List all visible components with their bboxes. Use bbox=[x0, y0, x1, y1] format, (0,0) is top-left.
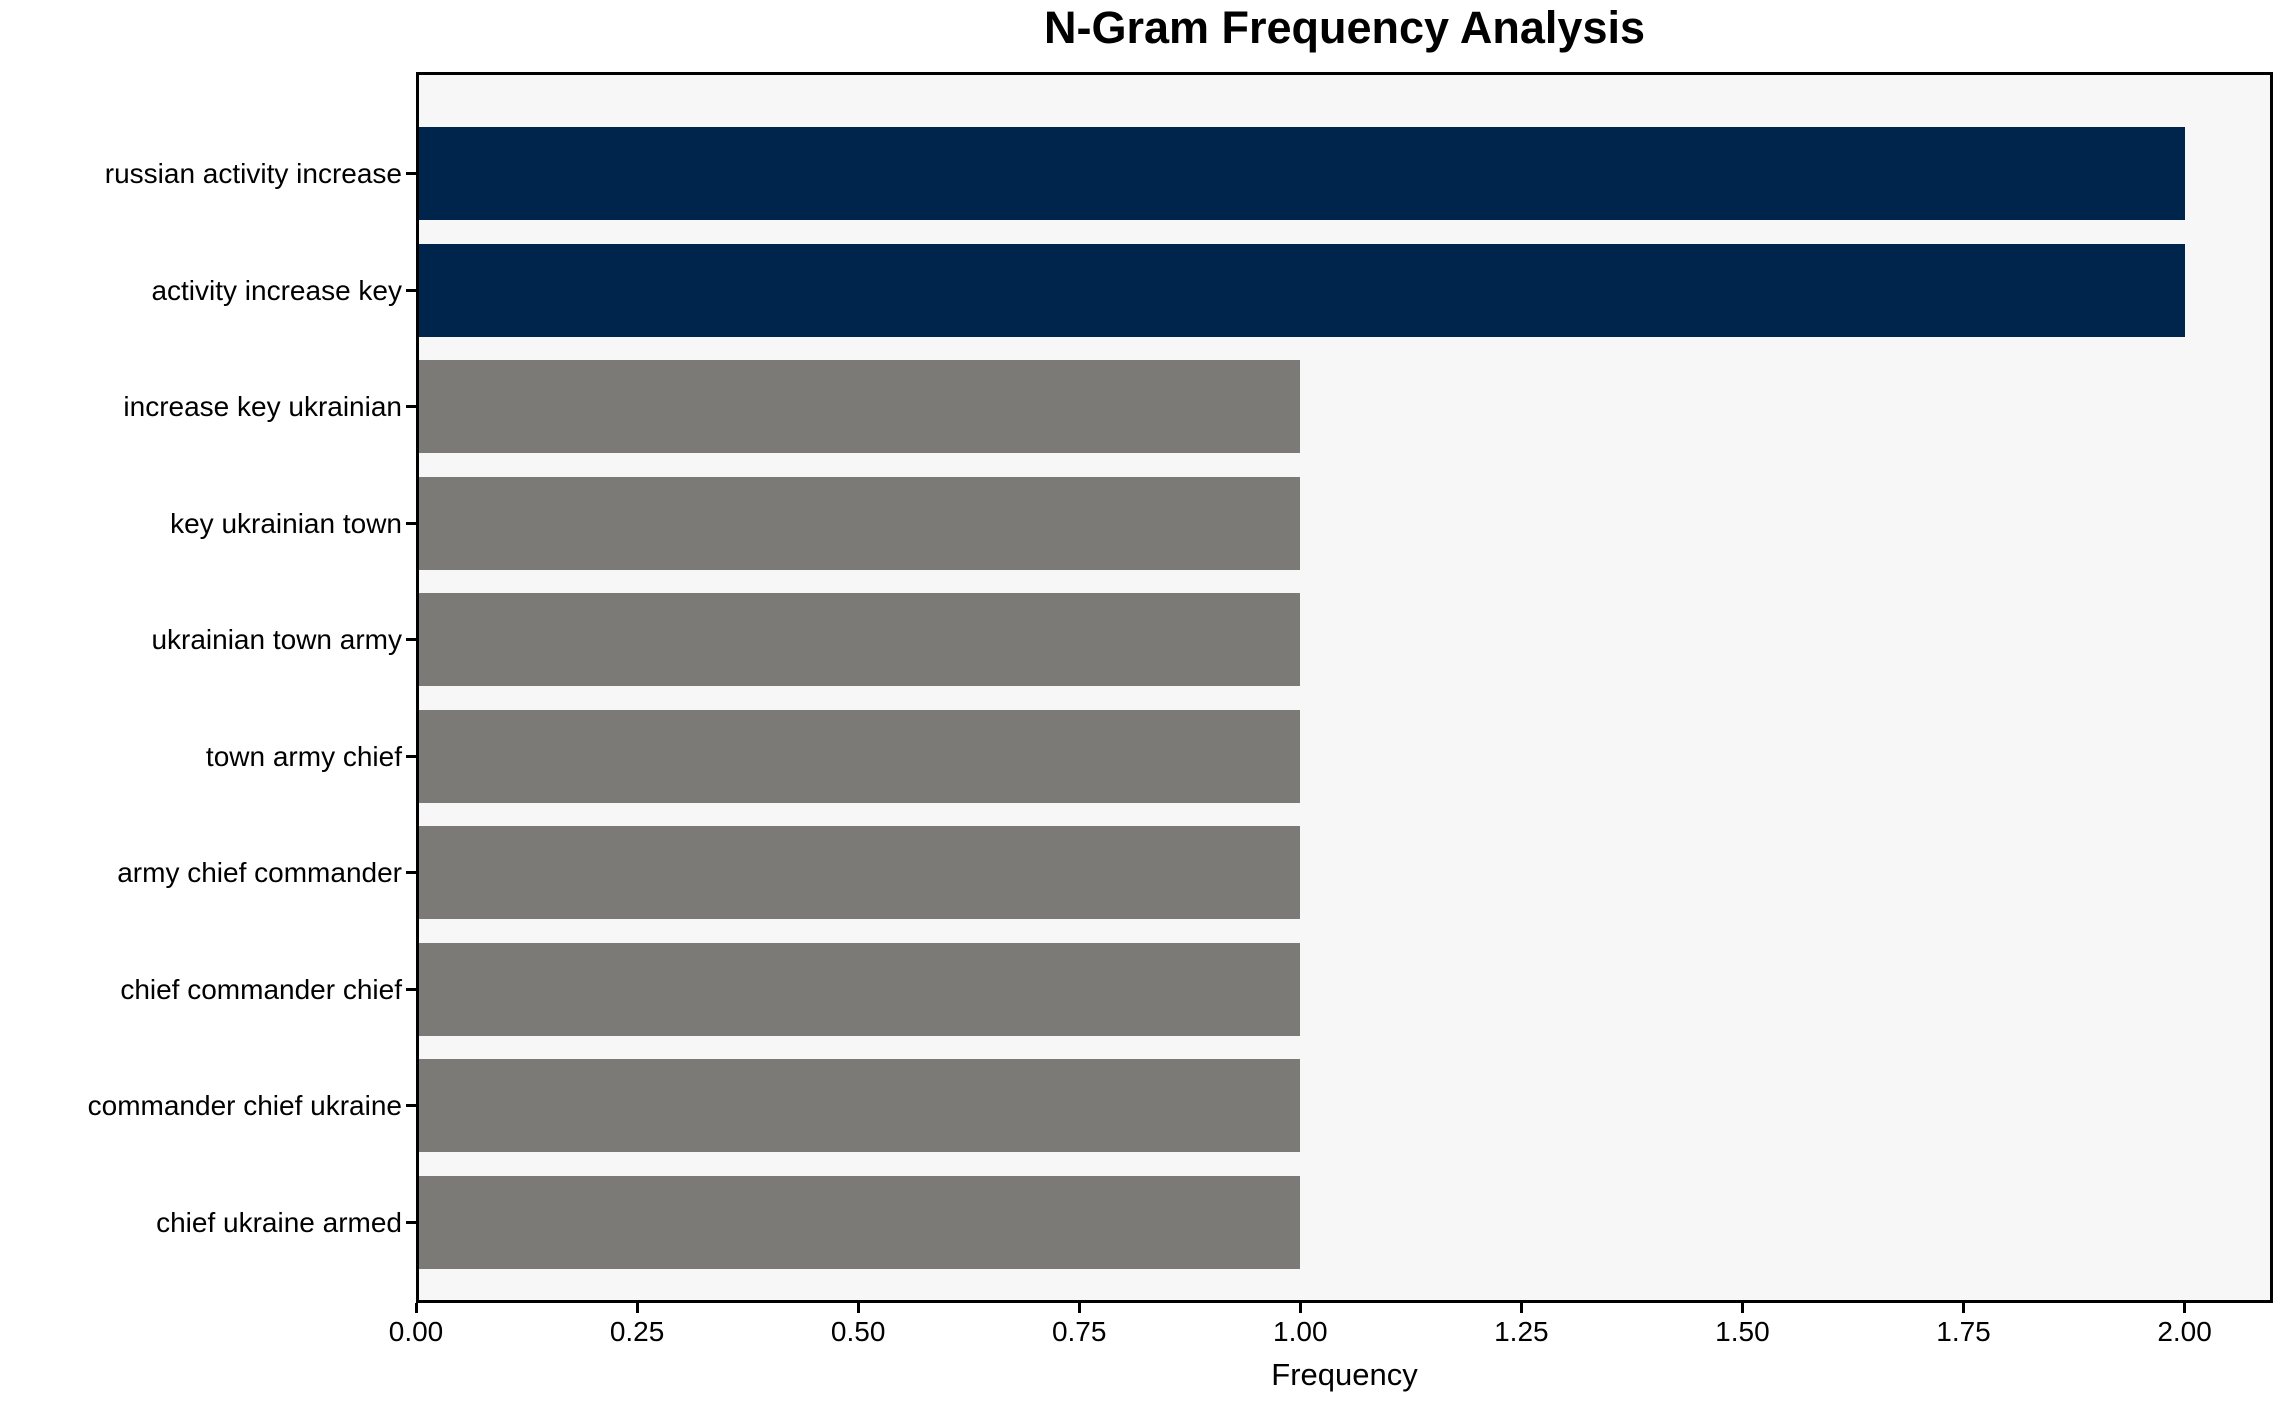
x-tick-label: 0.25 bbox=[609, 1316, 665, 1347]
bar-row: increase key ukrainian bbox=[0, 360, 2273, 454]
x-tick-mark bbox=[635, 1303, 639, 1313]
bar-row: chief commander chief bbox=[0, 942, 2273, 1036]
bar bbox=[416, 942, 1301, 1036]
bar-track bbox=[416, 1059, 2273, 1153]
bars-and-labels: russian activity increase activity increa… bbox=[0, 72, 2273, 1303]
bar-row: ukrainian town army bbox=[0, 593, 2273, 687]
chart-title: N-Gram Frequency Analysis bbox=[1043, 2, 1646, 53]
x-tick-mark bbox=[1077, 1303, 1081, 1313]
bar-track bbox=[416, 127, 2273, 220]
y-tick-mark bbox=[406, 521, 416, 525]
bar-row: russian activity increase bbox=[0, 127, 2273, 220]
y-tick-mark bbox=[406, 987, 416, 991]
bar-row: army chief commander bbox=[0, 826, 2273, 920]
category-label: activity increase key bbox=[151, 274, 402, 306]
category-label: chief ukraine armed bbox=[156, 1206, 402, 1238]
x-axis-label: Frequency bbox=[1271, 1357, 1418, 1392]
bar-track bbox=[416, 826, 2273, 920]
category-label: town army chief bbox=[205, 740, 402, 772]
bar-row: chief ukraine armed bbox=[0, 1175, 2273, 1269]
bar bbox=[416, 1059, 1301, 1153]
x-tick-mark bbox=[856, 1303, 860, 1313]
bar bbox=[416, 593, 1301, 687]
bar-row: town army chief bbox=[0, 709, 2273, 803]
x-tick-mark bbox=[1740, 1303, 1744, 1313]
y-tick-mark bbox=[406, 172, 416, 175]
y-tick-mark bbox=[406, 638, 416, 642]
x-tick-label: 1.75 bbox=[1936, 1316, 1991, 1347]
bar bbox=[416, 360, 1301, 454]
bar-track bbox=[416, 1175, 2273, 1269]
bar-row: key ukrainian town bbox=[0, 476, 2273, 570]
y-tick-mark bbox=[406, 288, 416, 292]
bar-track bbox=[416, 243, 2273, 337]
x-tick-label: 2.00 bbox=[2157, 1316, 2212, 1347]
bar bbox=[416, 709, 1301, 803]
x-tick-mark bbox=[1962, 1303, 1965, 1313]
category-label: chief commander chief bbox=[120, 973, 402, 1005]
y-tick-mark bbox=[406, 1104, 416, 1108]
x-tick-mark bbox=[1519, 1303, 1523, 1313]
bar bbox=[416, 243, 2185, 337]
x-tick-mark bbox=[1298, 1303, 1302, 1313]
x-tick-label: 1.25 bbox=[1494, 1316, 1549, 1347]
category-label: increase key ukrainian bbox=[123, 391, 402, 423]
y-tick-mark bbox=[406, 871, 416, 875]
bar bbox=[416, 826, 1301, 920]
x-axis-ticks: 0.00 0.25 0.50 0.75 1.00 1.25 1.50 1.75 2.00 bbox=[389, 1300, 2273, 1364]
x-tick-label: 0.50 bbox=[830, 1316, 886, 1347]
bar-track bbox=[416, 942, 2273, 1036]
y-tick-mark bbox=[406, 1220, 416, 1224]
x-tick-label: 0.75 bbox=[1051, 1316, 1107, 1347]
category-label: ukrainian town army bbox=[151, 624, 402, 656]
y-tick-mark bbox=[406, 754, 416, 758]
bar-track bbox=[416, 593, 2273, 687]
bar bbox=[416, 1175, 1301, 1269]
bar bbox=[416, 476, 1301, 570]
y-tick-mark bbox=[406, 405, 416, 409]
x-tick-mark bbox=[414, 1303, 418, 1313]
category-label: army chief commander bbox=[117, 857, 402, 889]
bar-track bbox=[416, 709, 2273, 803]
category-label: russian activity increase bbox=[104, 158, 402, 189]
category-label: key ukrainian town bbox=[170, 507, 402, 539]
category-label: commander chief ukraine bbox=[87, 1090, 402, 1122]
bar-row: activity increase key bbox=[0, 243, 2273, 337]
x-tick-label: 1.50 bbox=[1715, 1316, 1770, 1347]
bar-track bbox=[416, 476, 2273, 570]
x-tick-label: 1.00 bbox=[1273, 1316, 1328, 1347]
bar-row: commander chief ukraine bbox=[0, 1059, 2273, 1153]
bar bbox=[416, 127, 2185, 220]
x-tick-label: 0.00 bbox=[388, 1316, 444, 1347]
x-tick-mark bbox=[2183, 1303, 2187, 1313]
bar-track bbox=[416, 360, 2273, 454]
